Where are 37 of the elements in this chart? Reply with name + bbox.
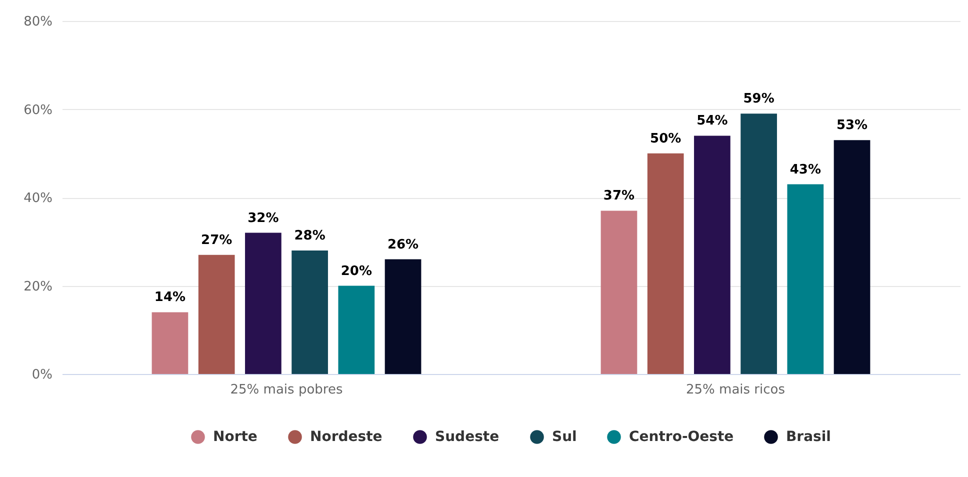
legend-label: Norte (213, 429, 258, 445)
bar (292, 250, 328, 374)
x-tick-label: 25% mais ricos (686, 382, 786, 398)
legend-label: Sudeste (435, 429, 500, 445)
data-label: 14% (154, 290, 186, 306)
bar (384, 259, 422, 374)
bar (600, 210, 638, 374)
data-label: 53% (836, 118, 868, 134)
data-label: 50% (650, 131, 682, 146)
bar (694, 136, 730, 374)
data-label: 26% (387, 237, 419, 252)
bar (338, 286, 375, 374)
legend-label: Brasil (786, 429, 831, 445)
bar (198, 254, 235, 374)
bar (647, 153, 684, 374)
bar (834, 140, 870, 374)
data-label: 54% (696, 114, 728, 129)
bar (740, 114, 777, 374)
x-tick-label: 25% mais pobres (230, 382, 343, 398)
data-label: 20% (340, 264, 372, 279)
data-label: 43% (790, 162, 821, 178)
data-label: 28% (294, 228, 326, 244)
legend-label: Centro-Oeste (629, 429, 734, 445)
data-label: 32% (248, 210, 279, 226)
y-tick-label: 40% (24, 191, 52, 206)
y-tick-label: 60% (24, 102, 52, 118)
data-label: 59% (743, 92, 774, 107)
y-tick-label: 0% (32, 368, 52, 382)
bar (152, 312, 188, 374)
legend-label: Sul (552, 429, 577, 445)
y-tick-label: 20% (24, 279, 52, 294)
y-tick-label: 80% (24, 14, 52, 30)
bar (787, 184, 824, 374)
legend-label: Nordeste (310, 429, 382, 445)
bar (245, 232, 282, 374)
data-label: 37% (603, 188, 635, 204)
data-label: 27% (201, 232, 232, 248)
